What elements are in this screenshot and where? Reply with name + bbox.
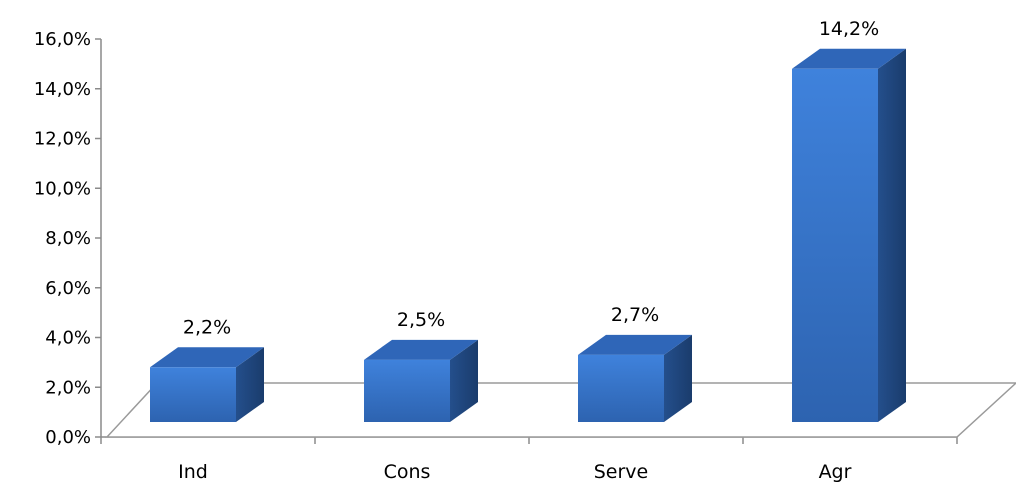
y-tick-label: 6,0% xyxy=(45,278,91,299)
y-tick-label: 8,0% xyxy=(45,228,91,249)
bar-top-face xyxy=(364,339,478,360)
x-tick-label: Ind xyxy=(178,461,208,483)
y-tick-label: 10,0% xyxy=(34,178,91,199)
bar-side-face xyxy=(236,347,264,422)
y-tick-label: 12,0% xyxy=(34,129,91,150)
chart-floor xyxy=(105,382,1016,438)
bar-front-face xyxy=(578,354,664,422)
bar-top-face xyxy=(578,334,692,355)
y-tick-label: 14,0% xyxy=(34,79,91,100)
data-label: 2,2% xyxy=(183,316,231,338)
data-label: 2,5% xyxy=(397,309,445,331)
bar-serve xyxy=(578,334,692,422)
bar-top-face xyxy=(792,48,906,69)
bars xyxy=(150,48,906,423)
x-tick-label: Cons xyxy=(384,461,431,483)
y-tick-label: 0,0% xyxy=(45,427,91,448)
floor-plane xyxy=(105,382,1016,438)
labels: 0,0% 2,0% 4,0% 6,0% 8,0% 10,0% 12,0% 14,0% 16,0%… xyxy=(34,18,879,483)
data-label: 14,2% xyxy=(819,18,879,40)
bar-front-face xyxy=(792,68,878,423)
y-tick-label: 2,0% xyxy=(45,377,91,398)
y-tick-label: 16,0% xyxy=(34,29,91,50)
x-tick-label: Agr xyxy=(819,461,852,483)
bar-side-face xyxy=(664,334,692,422)
bar-side-face xyxy=(450,339,478,422)
bar-top-face xyxy=(150,347,264,368)
bar-ind xyxy=(150,347,264,422)
bar-agr xyxy=(792,48,906,423)
bar-side-face xyxy=(878,48,906,423)
data-label: 2,7% xyxy=(611,304,659,326)
x-tick-label: Serve xyxy=(594,461,649,483)
bar-front-face xyxy=(150,367,236,422)
y-tick-label: 4,0% xyxy=(45,328,91,349)
bar-cons xyxy=(364,339,478,422)
bar-front-face xyxy=(364,359,450,422)
